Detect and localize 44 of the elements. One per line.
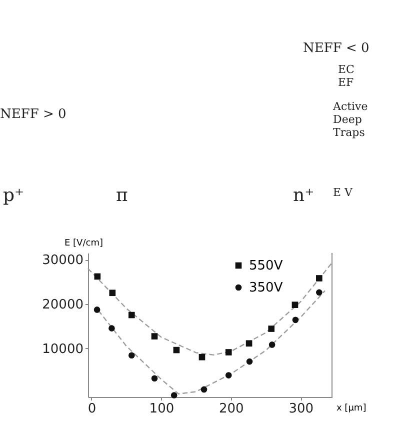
point: [246, 358, 253, 365]
point: [200, 386, 208, 393]
y-tick-label: 30000: [42, 253, 84, 268]
point: [94, 273, 101, 280]
x-tick-label: 100: [149, 402, 174, 416]
point: [246, 340, 252, 347]
text: n⁺: [293, 185, 314, 206]
x-tick-label: 300: [288, 402, 314, 416]
point: [316, 275, 322, 282]
text: Traps: [333, 126, 366, 139]
point: [151, 333, 158, 340]
legend-label: 350V: [249, 280, 283, 296]
legend-label: 550V: [249, 258, 283, 274]
text: NEFF > 0: [0, 107, 66, 122]
text: Deep: [333, 113, 362, 126]
point: [292, 316, 299, 324]
text: NEFF < 0: [303, 41, 370, 56]
text: EC: [338, 63, 354, 76]
point: [198, 354, 206, 360]
point: [108, 325, 115, 332]
y-tick-label: 10000: [42, 342, 84, 357]
point: [268, 326, 275, 332]
point: [316, 289, 322, 296]
point: [173, 346, 180, 354]
point: [225, 349, 232, 356]
point: [128, 312, 135, 318]
point: [268, 342, 276, 348]
text: E V: [333, 186, 354, 199]
point: [292, 302, 298, 308]
point: [109, 290, 116, 296]
text: p⁺: [3, 185, 24, 206]
x-axis-title: x [µm]: [336, 404, 366, 414]
point: [94, 306, 100, 313]
text: π: [116, 185, 128, 206]
y-axis-title: E [V/cm]: [64, 238, 103, 248]
text: EF: [338, 76, 354, 89]
x-tick-label: 200: [219, 402, 244, 416]
point: [170, 392, 178, 398]
y-tick-label: 20000: [42, 297, 84, 312]
text: Active: [332, 100, 368, 113]
point: [151, 375, 158, 382]
x-tick-label: 0: [88, 402, 96, 416]
point: [128, 352, 135, 359]
point: [225, 372, 232, 378]
